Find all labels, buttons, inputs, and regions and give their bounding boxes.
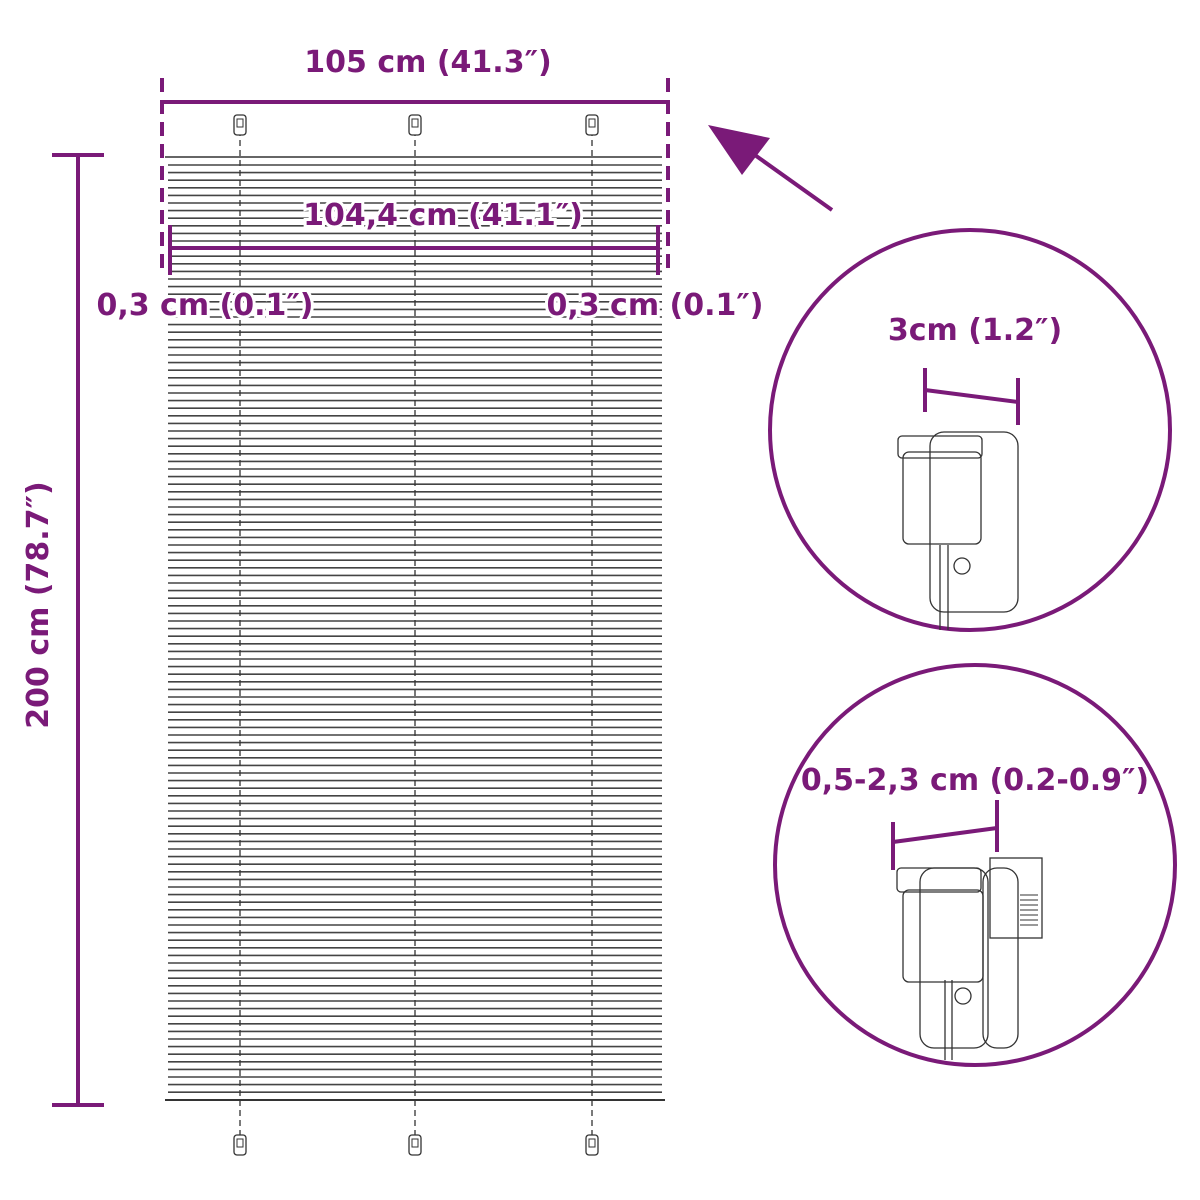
bottom-hook-icon [408, 1134, 422, 1156]
bottom-hook-icon [585, 1134, 599, 1156]
clip-range-label: 0,5-2,3 cm (0.2-0.9″) [801, 763, 1149, 798]
blind-width-dimension: 104,4 cm (41.1″) 0,3 cm (0.1″) 0,3 cm (0… [93, 195, 766, 326]
hook-icons [233, 114, 599, 1156]
bottom-hook-icon [588, 1138, 596, 1148]
cords [239, 130, 593, 1140]
top-hook-icon [408, 114, 422, 136]
top-hook-icon [233, 114, 247, 136]
clip-icon [896, 857, 1043, 1060]
height-dimension: 200 cm (78.7″) [21, 153, 104, 1107]
screw-icon [953, 557, 971, 575]
height-label: 200 cm (78.7″) [21, 481, 56, 728]
detail-circle-clip-width: 3cm (1.2″) [768, 228, 1172, 632]
clip-width-label: 3cm (1.2″) [888, 313, 1062, 348]
top-hook-icon [588, 118, 596, 128]
overall-width-dimension: 105 cm (41.3″) [160, 45, 670, 275]
bottom-hook-icon [233, 1134, 247, 1156]
clip-icon [897, 431, 1019, 630]
arrow-icon [708, 125, 834, 212]
bottom-hook-icon [411, 1138, 419, 1148]
left-gap-label: 0,3 cm (0.1″) [96, 288, 313, 323]
top-hook-icon [585, 114, 599, 136]
screw-icon [954, 987, 972, 1005]
bottom-hook-icon [236, 1138, 244, 1148]
top-hook-icon [236, 118, 244, 128]
detail-circle-clip-range: 0,5-2,3 cm (0.2-0.9″) [773, 663, 1177, 1067]
overall-width-label: 105 cm (41.3″) [304, 45, 551, 80]
blind-width-label: 104,4 cm (41.1″) [303, 198, 583, 233]
right-gap-label: 0,3 cm (0.1″) [546, 288, 763, 323]
top-hook-icon [411, 118, 419, 128]
